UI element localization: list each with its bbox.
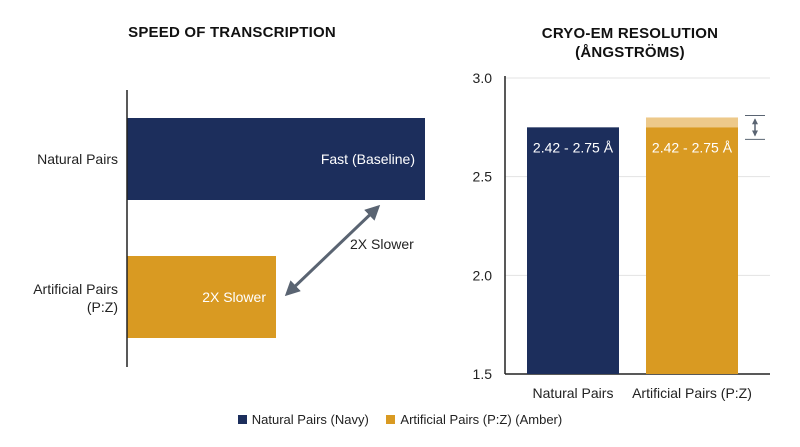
category-label-artificial-line1: Artificial Pairs — [33, 281, 118, 297]
legend: Natural Pairs (Navy) Artificial Pairs (P… — [0, 412, 800, 427]
right-chart-title: CRYO-EM RESOLUTION (ÅNGSTRÖMS) — [510, 24, 750, 62]
resolution-category-label-natural: Natural Pairs — [533, 385, 614, 401]
legend-label-natural: Natural Pairs (Navy) — [251, 412, 369, 427]
resolution-ytick-label: 2.5 — [473, 169, 493, 185]
resolution-ytick-label: 1.5 — [473, 366, 493, 382]
speed-comparison-arrow — [284, 204, 381, 297]
right-chart-title-line2: (ÅNGSTRÖMS) — [575, 44, 685, 61]
legend-swatch-artificial — [386, 415, 396, 424]
resolution-bar-natural — [527, 127, 619, 374]
speed-comparison-annotation: 2X Slower — [350, 236, 414, 252]
speed-bar-label-artificial: 2X Slower — [202, 289, 266, 305]
right-chart-title-line1: CRYO-EM RESOLUTION — [541, 25, 719, 42]
resolution-bar-label-artificial: 2.42 - 2.75 Å — [652, 139, 733, 155]
speed-bar-artificial — [127, 256, 276, 338]
left-chart-title: SPEED OF TRANSCRIPTION — [128, 24, 336, 41]
resolution-ytick-label: 2.0 — [473, 267, 493, 283]
legend-label-artificial: Artificial Pairs (P:Z) (Amber) — [400, 412, 563, 427]
category-label-artificial-line2: (P:Z) — [87, 299, 118, 315]
resolution-range-band-artificial — [646, 117, 738, 128]
resolution-bar-label-natural: 2.42 - 2.75 Å — [533, 139, 614, 155]
legend-item-natural: Natural Pairs (Navy) — [237, 412, 369, 427]
speed-bar-label-natural: Fast (Baseline) — [321, 151, 415, 167]
legend-swatch-natural — [237, 415, 247, 424]
legend-item-artificial: Artificial Pairs (P:Z) (Amber) — [386, 412, 562, 427]
resolution-category-label-artificial: Artificial Pairs (P:Z) — [632, 385, 752, 401]
resolution-ytick-label: 3.0 — [473, 70, 493, 86]
speed-bar-natural — [127, 118, 425, 200]
resolution-bar-artificial — [646, 127, 738, 374]
category-label-natural: Natural Pairs — [37, 151, 118, 167]
